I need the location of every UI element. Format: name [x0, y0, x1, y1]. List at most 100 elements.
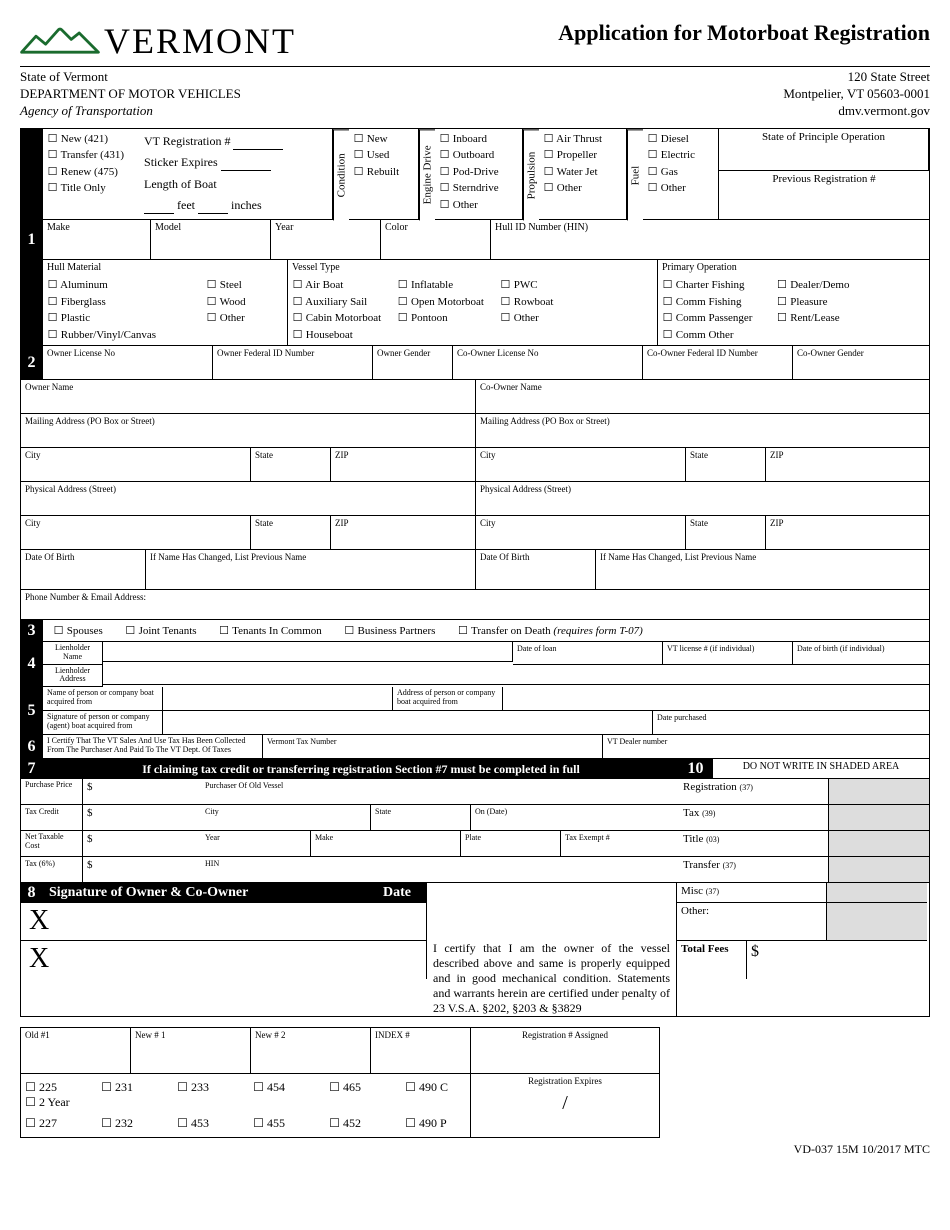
s1-year[interactable]: Year: [271, 220, 381, 260]
cb-ves-oth[interactable]: [500, 310, 511, 327]
s2-costate1[interactable]: State: [686, 448, 766, 482]
cb-office-code[interactable]: 490 P: [405, 1116, 463, 1131]
s7-state[interactable]: State: [371, 805, 471, 831]
off-index[interactable]: INDEX #: [371, 1028, 471, 1074]
s4-lname-input[interactable]: [103, 642, 513, 662]
cb-s3-tod[interactable]: [457, 624, 468, 637]
cb-office-code[interactable]: 465: [329, 1080, 387, 1095]
s2-colic[interactable]: Co-Owner License No: [453, 346, 643, 380]
cb-renew[interactable]: [47, 164, 58, 181]
s2-city2[interactable]: City: [21, 516, 251, 550]
sticker-input[interactable]: [221, 155, 271, 171]
cb-po-dd[interactable]: [776, 277, 787, 294]
off-new1[interactable]: New # 1: [131, 1028, 251, 1074]
s2-state2[interactable]: State: [251, 516, 331, 550]
cb-hull-pl[interactable]: [47, 310, 58, 327]
cb-new[interactable]: [47, 131, 58, 148]
s2-olic[interactable]: Owner License No: [43, 346, 213, 380]
cb-office-code[interactable]: 225: [25, 1080, 83, 1095]
cb-eng-outboard[interactable]: [439, 147, 450, 164]
cb-prop-prop[interactable]: [543, 147, 554, 164]
cb-po-cp[interactable]: [662, 310, 673, 327]
s2-state1[interactable]: State: [251, 448, 331, 482]
s2-phys[interactable]: Physical Address (Street): [21, 482, 476, 516]
s6-vtn[interactable]: Vermont Tax Number: [263, 735, 603, 759]
s2-zip1[interactable]: ZIP: [331, 448, 476, 482]
s7-year[interactable]: Year: [201, 831, 311, 857]
s6-dealer[interactable]: VT Dealer number: [603, 735, 929, 759]
cb-ves-inf[interactable]: [397, 277, 408, 294]
cb-office-code[interactable]: 454: [253, 1080, 311, 1095]
s7-exempt[interactable]: Tax Exempt #: [561, 831, 679, 857]
cb-ves-row[interactable]: [500, 294, 511, 311]
cb-hull-rv[interactable]: [47, 327, 58, 344]
reg-num-input[interactable]: [233, 134, 283, 150]
feet-input[interactable]: [144, 198, 174, 214]
cb-office-code[interactable]: 227: [25, 1116, 83, 1131]
s7-pp-val[interactable]: $: [83, 779, 201, 805]
s1-hin[interactable]: Hull ID Number (HIN): [491, 220, 929, 260]
s5-date[interactable]: Date purchased: [653, 711, 929, 735]
cb-ves-air[interactable]: [292, 277, 303, 294]
s7-plate[interactable]: Plate: [461, 831, 561, 857]
s10-other[interactable]: Other:: [677, 903, 827, 941]
cb-office-code[interactable]: 231: [101, 1080, 159, 1095]
s1-model[interactable]: Model: [151, 220, 271, 260]
cb-eng-inboard[interactable]: [439, 131, 450, 148]
s7-city[interactable]: City: [201, 805, 371, 831]
cb-office-code[interactable]: 490 C: [405, 1080, 463, 1095]
cb-po-pl[interactable]: [776, 294, 787, 311]
s2-mail[interactable]: Mailing Address (PO Box or Street): [21, 414, 476, 448]
s7-pov[interactable]: Purchaser Of Old Vessel: [201, 779, 679, 805]
s2-dob[interactable]: Date Of Birth: [21, 550, 146, 590]
s2-city1[interactable]: City: [21, 448, 251, 482]
s2-coname[interactable]: Co-Owner Name: [476, 380, 929, 414]
s2-cofed[interactable]: Co-Owner Federal ID Number: [643, 346, 793, 380]
s4-laddr-input[interactable]: [103, 665, 929, 685]
cb-transfer[interactable]: [47, 147, 58, 164]
s8-sig2[interactable]: X: [21, 941, 427, 979]
cb-hull-wd[interactable]: [206, 294, 217, 311]
cb-hull-fg[interactable]: [47, 294, 58, 311]
s7-tc-val[interactable]: $: [83, 805, 201, 831]
cb-fuel-diesel[interactable]: [647, 131, 658, 148]
cb-eng-pod[interactable]: [439, 164, 450, 181]
s2-ogen[interactable]: Owner Gender: [373, 346, 453, 380]
s2-cogen[interactable]: Co-Owner Gender: [793, 346, 929, 380]
cb-office-code[interactable]: 455: [253, 1116, 311, 1131]
cb-po-co[interactable]: [662, 327, 673, 344]
s4-vtlic[interactable]: VT license # (if individual): [663, 642, 793, 665]
cb-hull-ot[interactable]: [206, 310, 217, 327]
cb-eng-stern[interactable]: [439, 180, 450, 197]
s7-nt-val[interactable]: $: [83, 831, 201, 857]
s2-cocity1[interactable]: City: [476, 448, 686, 482]
cb-fuel-other[interactable]: [647, 180, 658, 197]
s2-codob[interactable]: Date Of Birth: [476, 550, 596, 590]
s5-sig-input[interactable]: [163, 711, 653, 735]
cb-hull-al[interactable]: [47, 277, 58, 294]
cb-s3-bp[interactable]: [344, 624, 355, 637]
cb-fuel-gas[interactable]: [647, 164, 658, 181]
s7-on[interactable]: On (Date): [471, 805, 679, 831]
cb-s3-tc[interactable]: [219, 624, 230, 637]
cb-eng-other[interactable]: [439, 197, 450, 214]
s2-phone[interactable]: Phone Number & Email Address:: [21, 590, 929, 620]
cb-office-code[interactable]: 452: [329, 1116, 387, 1131]
cb-ves-aux[interactable]: [292, 294, 303, 311]
cb-fuel-electric[interactable]: [647, 147, 658, 164]
s5-addr-input[interactable]: [503, 687, 929, 711]
cb-office-code[interactable]: 233: [177, 1080, 235, 1095]
s2-prev[interactable]: If Name Has Changed, List Previous Name: [146, 550, 476, 590]
s1-color[interactable]: Color: [381, 220, 491, 260]
cb-s3-sp[interactable]: [53, 624, 64, 637]
cb-prop-air[interactable]: [543, 131, 554, 148]
cb-hull-st[interactable]: [206, 277, 217, 294]
cb-cond-new[interactable]: [353, 131, 364, 148]
s1-make[interactable]: Make: [43, 220, 151, 260]
cb-s3-jt[interactable]: [125, 624, 136, 637]
s2-oname[interactable]: Owner Name: [21, 380, 476, 414]
cb-cond-used[interactable]: [353, 147, 364, 164]
cb-titleonly[interactable]: [47, 180, 58, 197]
s2-comail[interactable]: Mailing Address (PO Box or Street): [476, 414, 929, 448]
off-rega[interactable]: Registration # Assigned: [471, 1028, 659, 1074]
